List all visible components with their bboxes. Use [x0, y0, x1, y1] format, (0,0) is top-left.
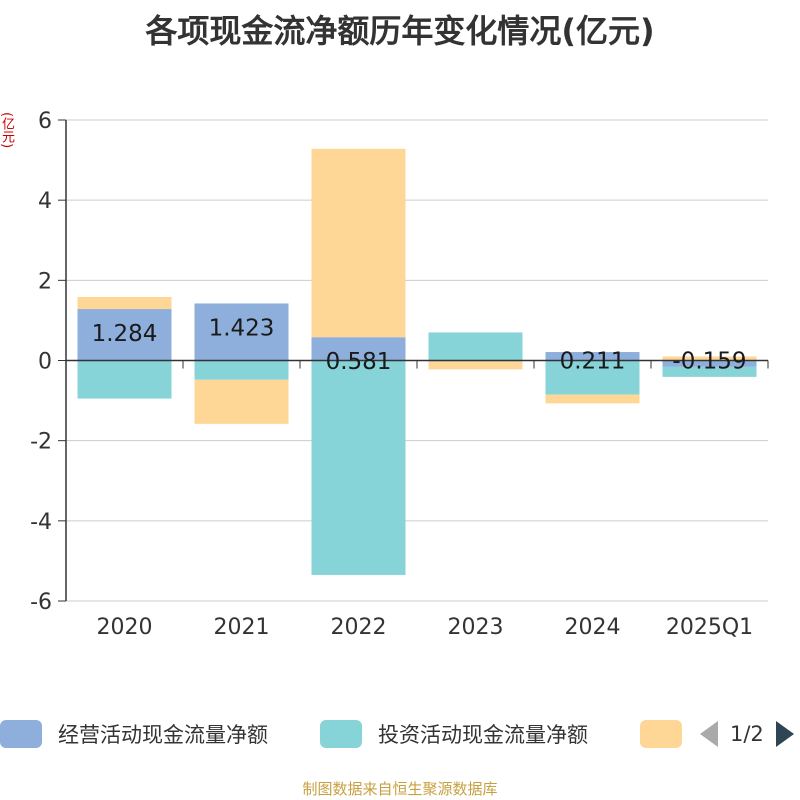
x-tick-label-2020: 2020 [97, 615, 153, 640]
x-tick-label-2024: 2024 [565, 615, 621, 640]
bar-2022-series-0 [311, 337, 406, 361]
x-tick-label-2022: 2022 [331, 615, 387, 640]
legend-label-operating: 经营活动现金流量净额 [58, 723, 268, 747]
chart-title: 各项现金流净额历年变化情况(亿元) [145, 12, 655, 50]
next-page-icon[interactable] [775, 721, 794, 747]
bar-2025Q1-series-0 [662, 360, 757, 367]
bar-2022-series-1 [311, 360, 406, 575]
bar-2024-series-0 [545, 352, 640, 361]
data-label-2024: 0.211 [560, 349, 626, 375]
legend-item-operating[interactable]: 经营活动现金流量净额 [0, 714, 268, 754]
bar-2021-series-1 [194, 360, 289, 380]
legend-page-indicator: 1/2 [730, 722, 764, 746]
x-tick-label-2021: 2021 [214, 615, 270, 640]
y-tick-label-2: 2 [38, 269, 52, 294]
bar-2023-series-1 [428, 332, 523, 361]
bar-2022-series-2 [311, 148, 406, 338]
x-tick-label-2023: 2023 [448, 615, 504, 640]
y-tick-label-1: 4 [38, 189, 52, 214]
bar-2024-series-2 [545, 394, 640, 404]
legend-label-investing: 投资活动现金流量净额 [378, 723, 588, 747]
legend-item-third[interactable] [640, 714, 682, 754]
legend: 经营活动现金流量净额 投资活动现金流量净额 1/2 [0, 714, 800, 754]
bar-2020-series-0 [77, 309, 172, 361]
bar-2024-series-1 [545, 360, 640, 395]
prev-page-icon[interactable] [700, 721, 718, 747]
data-label-2022: 0.581 [326, 349, 392, 375]
bar-2023-series-2 [428, 361, 523, 370]
legend-swatch-third [640, 720, 682, 748]
x-tick-label-2025Q1: 2025Q1 [666, 615, 753, 640]
data-source-note: 制图数据来自恒生聚源数据库 [302, 780, 498, 798]
bar-2020-series-2 [77, 297, 172, 310]
legend-pager: 1/2 [700, 714, 794, 754]
legend-swatch-operating [0, 720, 42, 748]
bar-2025Q1-series-1 [662, 366, 757, 377]
legend-swatch-investing [320, 720, 362, 748]
legend-item-investing[interactable]: 投资活动现金流量净额 [320, 714, 588, 754]
bar-2020-series-1 [77, 360, 172, 399]
bar-chart: 6 4 2 0 -2 -4 -6 2020 2021 2022 2023 2024 2025Q1 1.28… [30, 109, 769, 640]
bar-2021-series-0 [194, 303, 289, 361]
data-label-2020: 1.284 [92, 321, 158, 347]
data-label-2021: 1.423 [209, 315, 275, 341]
y-tick-label-3: 0 [38, 350, 52, 375]
y-tick-label-5: -4 [30, 510, 52, 535]
y-tick-label-0: 6 [38, 109, 52, 134]
y-tick-label-6: -6 [30, 590, 52, 615]
y-axis-unit-label: (亿元) [0, 112, 14, 149]
bar-2025Q1-series-2 [662, 356, 757, 361]
data-label-2025Q1: -0.159 [672, 349, 746, 375]
y-tick-label-4: -2 [30, 430, 52, 455]
bar-2021-series-2 [194, 379, 289, 424]
